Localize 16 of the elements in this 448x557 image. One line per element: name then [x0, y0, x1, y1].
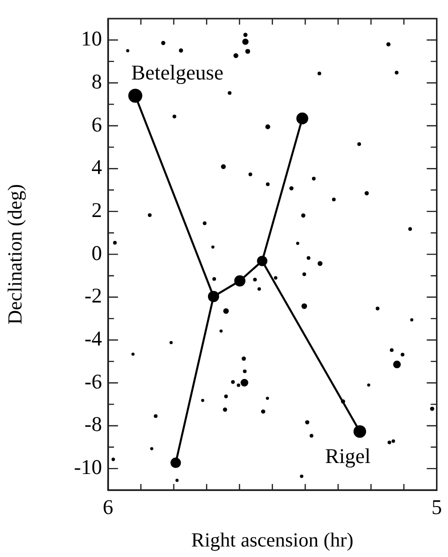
y-tick-label: 10 — [81, 26, 102, 51]
y-tick-label: 0 — [92, 240, 102, 265]
x-axis-title: Right ascension (hr) — [191, 529, 354, 552]
x-tick-label: 5 — [432, 495, 442, 520]
y-tick-label: -2 — [84, 284, 102, 308]
y-tick-label: -10 — [74, 455, 102, 480]
y-tick-label: 2 — [92, 198, 102, 222]
y-tick-label: -6 — [84, 369, 102, 394]
y-tick-label: 8 — [92, 69, 102, 94]
y-tick-label: 6 — [92, 112, 102, 136]
y-tick-label: -8 — [84, 412, 102, 436]
y-tick-label: 4 — [92, 155, 102, 180]
annotation: Rigel — [325, 444, 371, 468]
y-axis-title: Declination (deg) — [4, 184, 26, 325]
y-tick-label: -4 — [84, 326, 102, 351]
annotation: Betelgeuse — [131, 60, 224, 84]
